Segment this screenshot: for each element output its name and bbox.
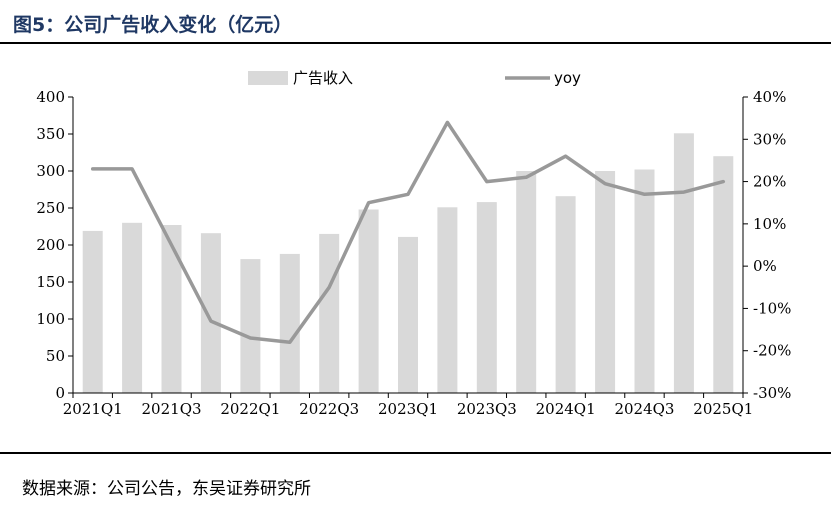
bar xyxy=(476,202,497,393)
line-series xyxy=(90,120,726,345)
y-right-tick-label: 40% xyxy=(753,88,786,106)
bar xyxy=(240,259,261,393)
bar xyxy=(122,222,143,393)
bar xyxy=(713,156,734,393)
x-tick-label: 2023Q1 xyxy=(378,400,438,418)
y-right-tick-label: 0% xyxy=(753,257,777,275)
bar xyxy=(82,230,103,393)
source-note: 数据来源：公司公告，东吴证券研究所 xyxy=(22,479,311,499)
y-right-tick-label: -30% xyxy=(753,384,791,402)
bar xyxy=(319,233,340,393)
title-rule xyxy=(0,42,831,44)
bar xyxy=(398,236,418,393)
y-right-tick-label: -20% xyxy=(753,342,791,360)
x-tick-label: 2022Q3 xyxy=(299,400,359,418)
x-tick-label: 2021Q3 xyxy=(142,400,202,418)
y-left-tick-label: 150 xyxy=(36,273,65,291)
y-left-tick-label: 200 xyxy=(36,236,65,254)
y-left-tick-label: 350 xyxy=(36,125,65,143)
figure-title: 图5：公司广告收入变化（亿元） xyxy=(13,14,293,36)
y-left-tick-label: 300 xyxy=(36,162,65,180)
legend-label-bar: 广告收入 xyxy=(293,69,353,87)
y-left-tick-label: 50 xyxy=(46,347,65,365)
y-left-tick-label: 100 xyxy=(36,310,65,328)
y-right-tick-label: 10% xyxy=(753,215,786,233)
bar xyxy=(437,207,458,393)
bar xyxy=(161,225,182,393)
x-tick-label: 2024Q1 xyxy=(536,400,596,418)
legend-label-line: yoy xyxy=(554,69,581,87)
axes: 0 50 100 150 200 250 300 350 400 -30% -20% -10% 0% 10… xyxy=(36,88,791,418)
bar xyxy=(595,171,616,393)
legend: 广告收入 yoy xyxy=(248,69,581,87)
y-left-tick-label: 0 xyxy=(55,384,65,402)
yoy-line xyxy=(90,120,726,345)
legend-swatch-bar xyxy=(248,71,288,85)
footer-rule xyxy=(0,452,831,454)
x-tick-label: 2021Q1 xyxy=(63,400,123,418)
y-left-tick-label: 400 xyxy=(36,88,65,106)
y-right-tick-label: 30% xyxy=(753,130,786,148)
y-right-tick-label: -10% xyxy=(753,299,791,317)
bar xyxy=(673,133,694,394)
x-tick-label: 2023Q3 xyxy=(457,400,517,418)
bar xyxy=(516,171,537,393)
bar xyxy=(634,169,655,393)
y-left-tick-label: 250 xyxy=(36,199,65,217)
bar xyxy=(555,196,576,393)
bar xyxy=(279,253,300,393)
x-tick-label: 2022Q1 xyxy=(220,400,280,418)
bar xyxy=(358,209,379,393)
x-tick-label: 2025Q1 xyxy=(693,400,753,418)
y-right-tick-label: 20% xyxy=(753,173,786,191)
x-tick-label: 2024Q3 xyxy=(614,400,674,418)
bar xyxy=(200,233,221,393)
